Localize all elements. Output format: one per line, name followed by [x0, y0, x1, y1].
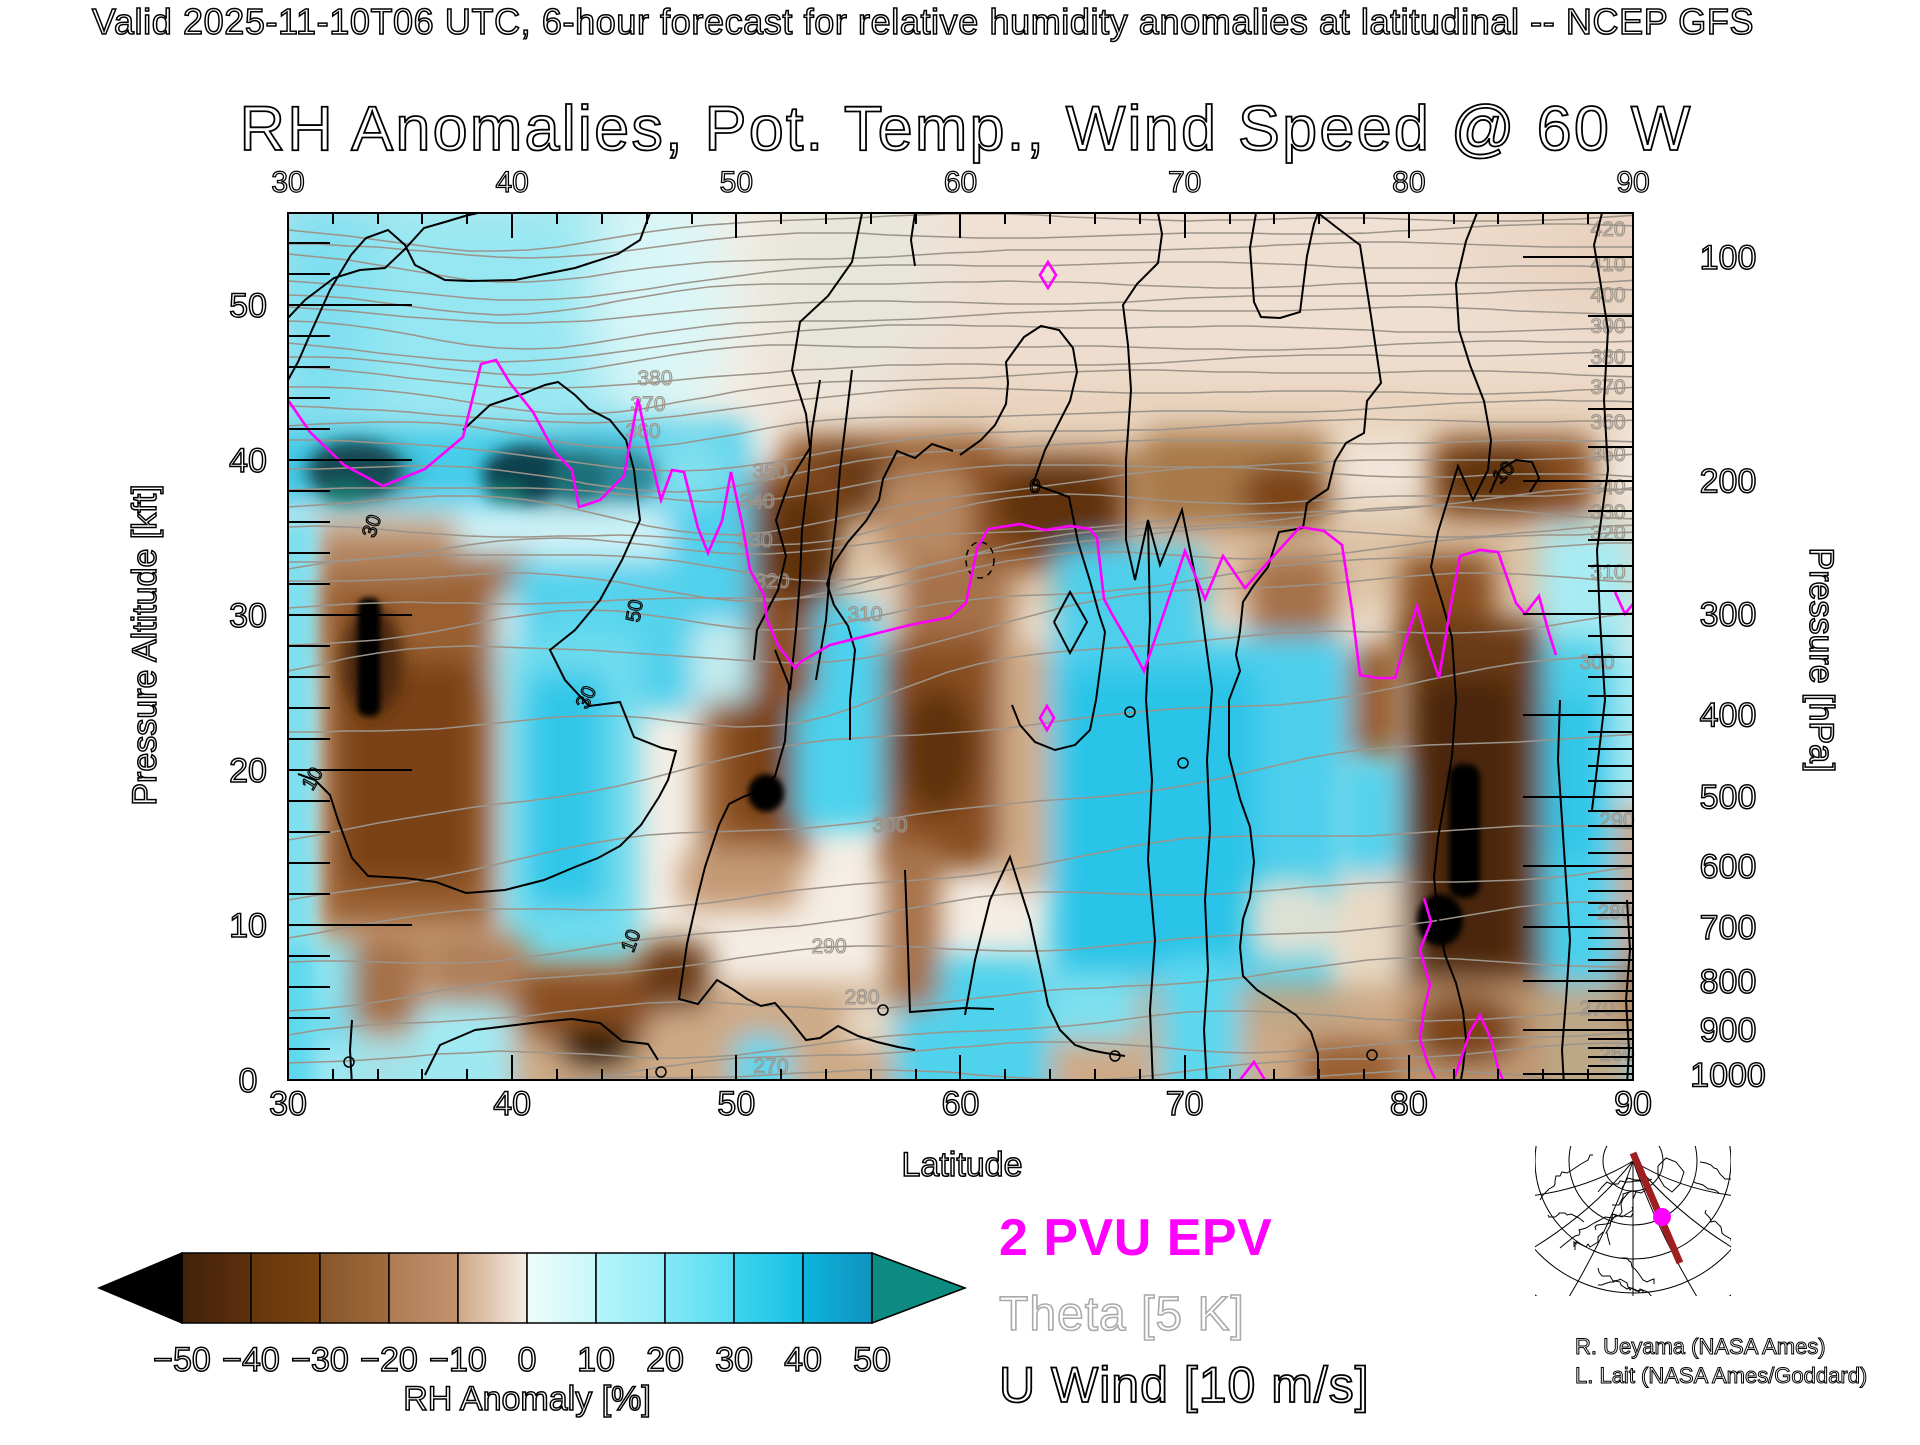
- svg-text:400: 400: [1700, 697, 1757, 735]
- svg-text:800: 800: [1700, 963, 1757, 1001]
- svg-text:10: 10: [577, 1341, 615, 1379]
- svg-text:−10: −10: [429, 1341, 487, 1379]
- svg-text:50: 50: [853, 1341, 891, 1379]
- svg-text:200: 200: [1700, 463, 1757, 501]
- svg-text:20: 20: [646, 1341, 684, 1379]
- svg-text:0: 0: [518, 1341, 537, 1379]
- svg-text:40: 40: [784, 1341, 822, 1379]
- svg-text:50: 50: [229, 287, 267, 325]
- svg-text:30: 30: [269, 1085, 307, 1123]
- svg-text:70: 70: [1168, 166, 1201, 199]
- svg-text:RH Anomalies, Pot. Temp., Wind: RH Anomalies, Pot. Temp., Wind Speed @ 6…: [240, 94, 1693, 164]
- svg-text:80: 80: [1390, 1085, 1428, 1123]
- svg-text:60: 60: [944, 166, 977, 199]
- svg-text:400: 400: [1590, 284, 1625, 307]
- svg-text:80: 80: [1392, 166, 1425, 199]
- svg-text:600: 600: [1700, 848, 1757, 886]
- svg-text:300: 300: [1700, 596, 1757, 634]
- svg-text:RH Anomaly [%]: RH Anomaly [%]: [403, 1380, 651, 1418]
- svg-text:−30: −30: [291, 1341, 349, 1379]
- svg-text:360: 360: [1590, 411, 1625, 434]
- svg-text:Pressure Altitude [kft]: Pressure Altitude [kft]: [126, 484, 164, 805]
- svg-text:0: 0: [239, 1062, 258, 1100]
- svg-text:270: 270: [753, 1055, 788, 1078]
- svg-text:100: 100: [1700, 239, 1757, 277]
- svg-text:90: 90: [1614, 1085, 1652, 1123]
- svg-text:2 PVU EPV: 2 PVU EPV: [999, 1209, 1272, 1267]
- svg-text:Latitude: Latitude: [902, 1146, 1023, 1184]
- svg-text:40: 40: [495, 166, 528, 199]
- svg-text:40: 40: [229, 442, 267, 480]
- svg-text:300: 300: [872, 814, 907, 837]
- svg-text:700: 700: [1700, 909, 1757, 947]
- svg-text:40: 40: [493, 1085, 531, 1123]
- svg-text:−20: −20: [360, 1341, 418, 1379]
- svg-text:300: 300: [1579, 651, 1614, 674]
- svg-text:310: 310: [847, 603, 882, 626]
- svg-text:−40: −40: [222, 1341, 280, 1379]
- svg-text:L. Lait (NASA Ames/Goddard): L. Lait (NASA Ames/Goddard): [1575, 1363, 1867, 1388]
- svg-text:R. Ueyama (NASA Ames): R. Ueyama (NASA Ames): [1575, 1334, 1826, 1359]
- svg-text:340: 340: [739, 490, 774, 513]
- svg-text:340: 340: [1590, 476, 1625, 499]
- svg-text:380: 380: [637, 367, 672, 390]
- svg-text:30: 30: [229, 597, 267, 635]
- svg-text:−50: −50: [153, 1341, 211, 1379]
- svg-text:370: 370: [1590, 376, 1625, 399]
- svg-text:60: 60: [942, 1085, 980, 1123]
- svg-text:30: 30: [271, 166, 304, 199]
- svg-text:70: 70: [1166, 1085, 1204, 1123]
- svg-text:U Wind [10 m/s]: U Wind [10 m/s]: [999, 1357, 1370, 1413]
- svg-text:30: 30: [715, 1341, 753, 1379]
- svg-text:50: 50: [622, 598, 648, 624]
- svg-text:Valid 2025-11-10T06 UTC, 6-hou: Valid 2025-11-10T06 UTC, 6-hour forecast…: [92, 1, 1754, 42]
- svg-text:290: 290: [1599, 809, 1634, 832]
- svg-text:20: 20: [229, 752, 267, 790]
- svg-text:900: 900: [1700, 1012, 1757, 1050]
- svg-text:90: 90: [1616, 166, 1649, 199]
- svg-text:50: 50: [720, 166, 753, 199]
- svg-text:290: 290: [811, 935, 846, 958]
- svg-text:Pressure [hPa]: Pressure [hPa]: [1802, 548, 1840, 773]
- svg-text:310: 310: [1590, 561, 1625, 584]
- svg-text:1000: 1000: [1690, 1056, 1766, 1094]
- svg-text:500: 500: [1700, 779, 1757, 817]
- svg-text:0: 0: [1029, 476, 1040, 498]
- svg-text:280: 280: [844, 986, 879, 1009]
- svg-text:10: 10: [229, 907, 267, 945]
- svg-text:Theta [5 K]: Theta [5 K]: [999, 1288, 1245, 1341]
- svg-text:50: 50: [717, 1085, 755, 1123]
- svg-text:330: 330: [1590, 501, 1625, 524]
- svg-text:350: 350: [752, 460, 787, 483]
- svg-text:320: 320: [1590, 522, 1625, 545]
